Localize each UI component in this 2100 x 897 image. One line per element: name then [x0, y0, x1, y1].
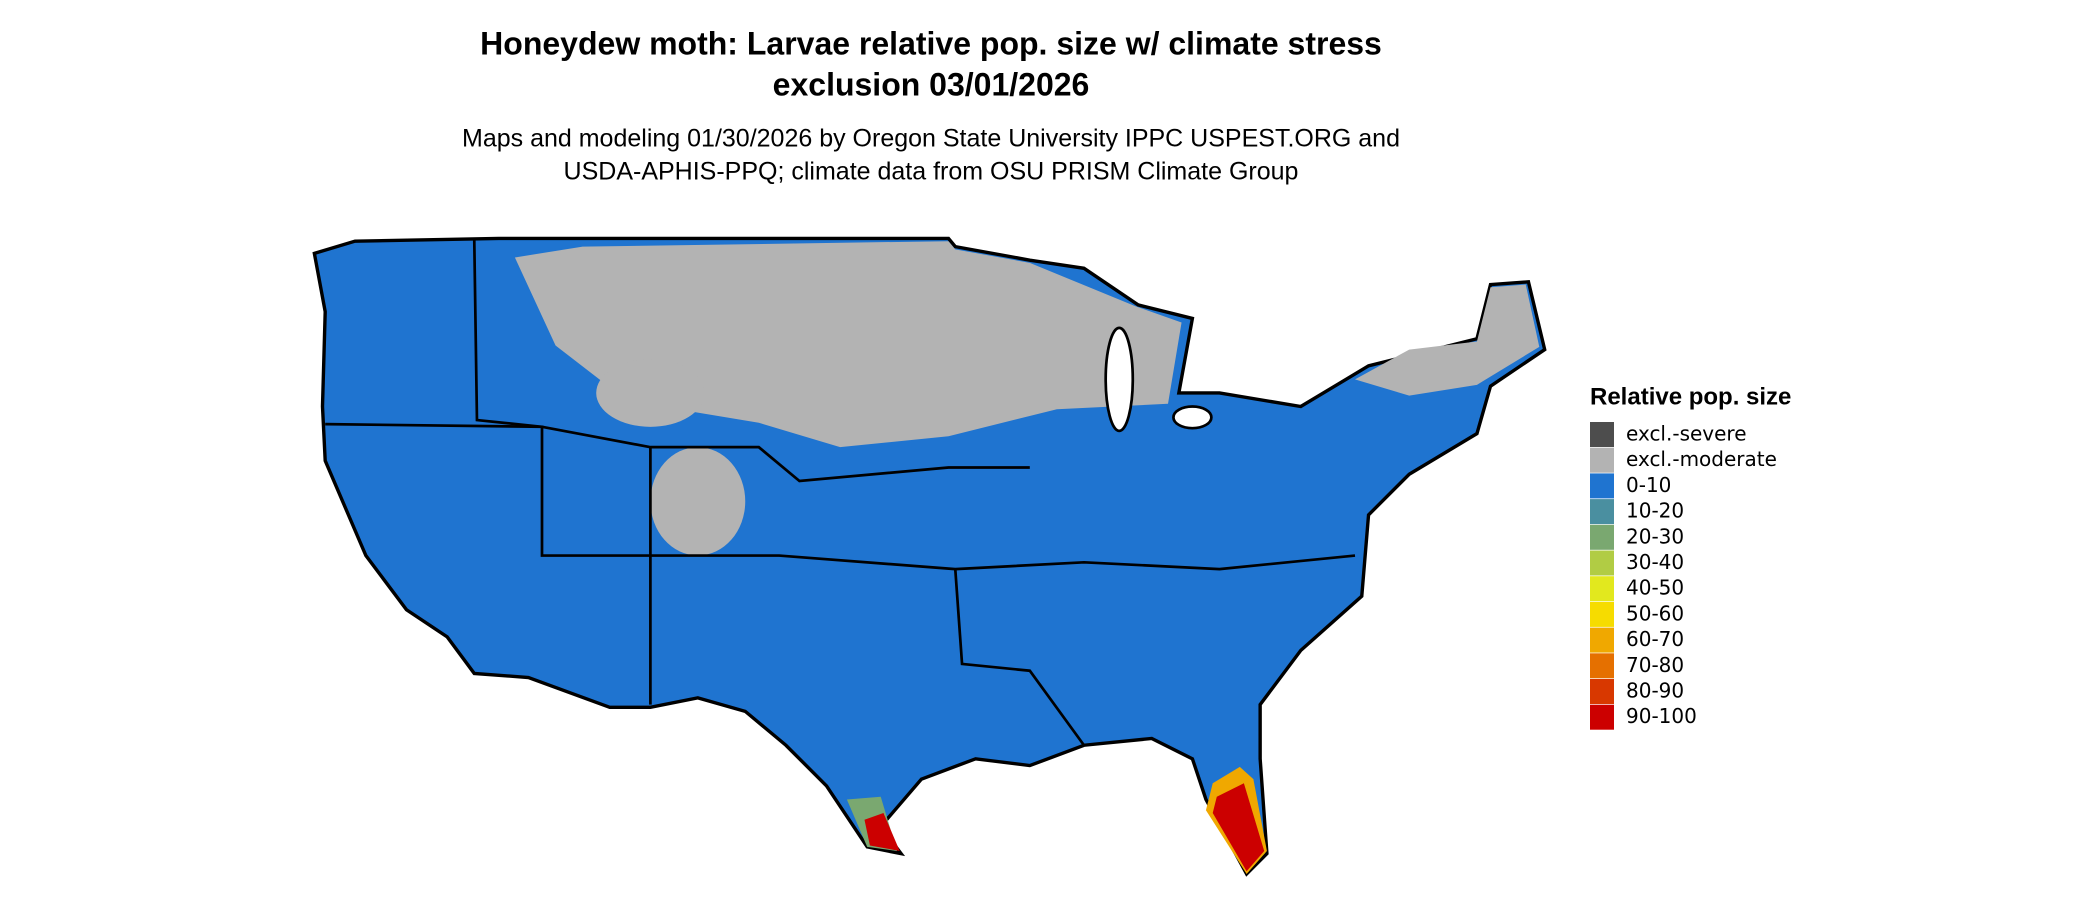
legend-label: excl.-moderate [1626, 447, 1777, 471]
state-border [953, 569, 1086, 747]
subtitle: Maps and modeling 01/30/2026 by Oregon S… [462, 125, 1400, 153]
legend-label: 20-30 [1626, 524, 1684, 548]
hot-region [864, 813, 900, 851]
excluded-region [596, 359, 705, 427]
legend-label: 10-20 [1626, 499, 1684, 523]
subtitle: USDA-APHIS-PPQ; climate data from OSU PR… [564, 158, 1299, 186]
legend-label: 50-60 [1626, 601, 1684, 625]
legend-title: Relative pop. size [1590, 383, 1791, 410]
state-border [472, 238, 1030, 483]
legend-swatch [1590, 653, 1614, 679]
legend-swatch [1590, 550, 1614, 576]
legend-swatch [1590, 524, 1614, 550]
excluded-region [650, 447, 746, 556]
excluded-region [1355, 284, 1540, 396]
legend-swatch [1590, 499, 1614, 525]
lake [1104, 326, 1135, 433]
legend-label: 30-40 [1626, 550, 1684, 574]
legend-label: 70-80 [1626, 653, 1684, 677]
us-map [312, 236, 1547, 877]
legend-swatch [1590, 627, 1614, 653]
legend-swatch [1590, 601, 1614, 627]
legend-swatch [1590, 447, 1614, 473]
title: exclusion 03/01/2026 [773, 66, 1090, 102]
legend-swatch [1590, 576, 1614, 602]
legend-swatch [1590, 679, 1614, 704]
legend-swatch [1590, 704, 1614, 730]
legend-label: 90-100 [1626, 704, 1697, 728]
legend-label: 60-70 [1626, 627, 1684, 651]
title: Honeydew moth: Larvae relative pop. size… [480, 25, 1382, 61]
legend-swatch [1590, 473, 1614, 499]
legend: excl.-severeexcl.-moderate0-1010-2020-30… [1590, 422, 1777, 730]
legend-label: excl.-severe [1626, 422, 1747, 446]
legend-label: 40-50 [1626, 576, 1684, 600]
legend-label: 80-90 [1626, 679, 1684, 703]
legend-label: 0-10 [1626, 473, 1671, 497]
state-border [325, 422, 1356, 571]
hot-region [1212, 783, 1265, 872]
lake [1172, 405, 1213, 430]
legend-swatch [1590, 422, 1614, 447]
